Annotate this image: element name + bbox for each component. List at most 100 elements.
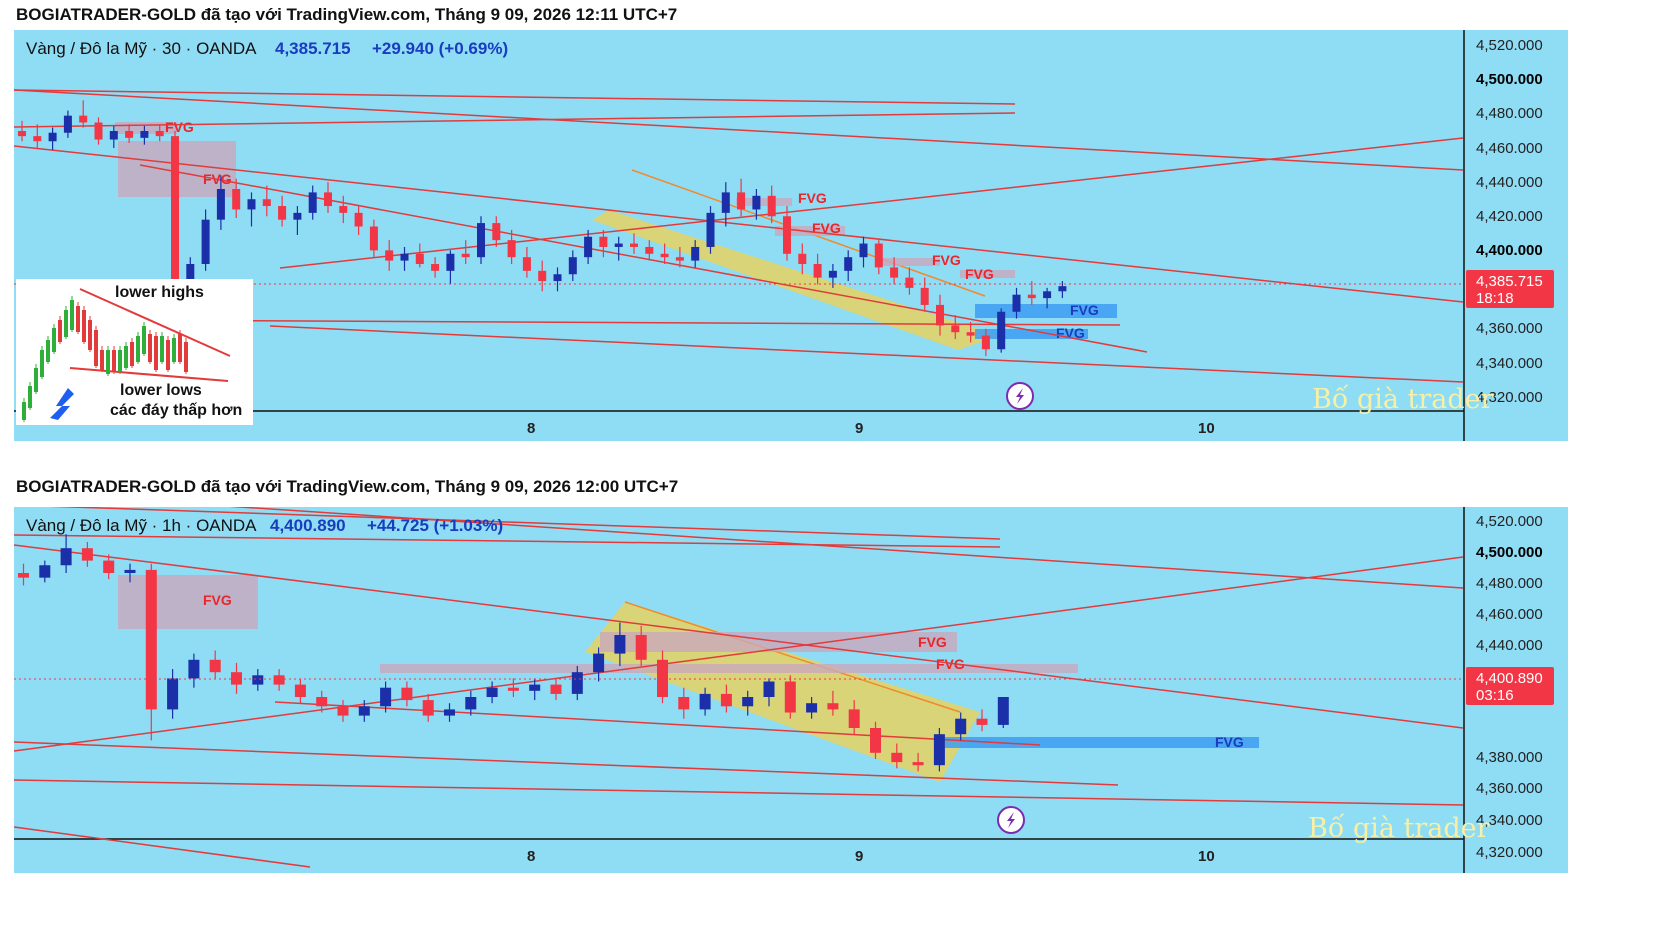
fvg-zone-blue xyxy=(975,329,1088,339)
trend-line xyxy=(13,826,311,868)
candle-body xyxy=(593,653,605,673)
candle-body xyxy=(997,697,1009,725)
candle-body xyxy=(354,212,363,227)
candle-body xyxy=(614,635,626,654)
y-tick-label: 4,400.000 xyxy=(1476,242,1543,259)
fvg-label: FVG xyxy=(1215,734,1244,750)
price-tag-value: 4,400.890 xyxy=(1476,670,1543,687)
inset-label-top: lower highs xyxy=(115,284,204,301)
candle-body xyxy=(103,560,115,573)
trend-line xyxy=(13,145,1464,303)
trend-line xyxy=(109,319,1121,326)
candle-body xyxy=(920,287,929,305)
trend-line xyxy=(269,325,1464,383)
candle-body xyxy=(553,274,562,282)
candle-body xyxy=(252,675,264,685)
candle-body xyxy=(232,188,241,210)
y-tick-label: 4,380.000 xyxy=(1476,749,1543,766)
candle-body xyxy=(422,700,434,716)
candle-body xyxy=(124,569,136,573)
candle-body xyxy=(477,223,485,258)
fvg-label: FVG xyxy=(932,252,961,268)
trend-line xyxy=(13,741,1119,786)
candle-body xyxy=(216,188,225,220)
price-tag-value: 4,385.715 xyxy=(1476,273,1543,290)
price-tag-countdown: 03:16 xyxy=(1476,687,1514,704)
fvg-label: FVG xyxy=(1070,302,1099,318)
y-tick-label: 4,340.000 xyxy=(1476,355,1543,372)
candle-body xyxy=(1043,291,1052,299)
y-tick-label: 4,520.000 xyxy=(1476,513,1543,530)
candle-body xyxy=(891,752,903,763)
x-tick-label: 9 xyxy=(855,848,863,865)
candle-body xyxy=(18,573,29,578)
candle-body xyxy=(630,243,638,247)
y-tick-label: 4,360.000 xyxy=(1476,780,1543,797)
fvg-label: FVG xyxy=(203,592,232,608)
x-tick-label: 8 xyxy=(527,420,535,437)
candle-body xyxy=(657,659,668,697)
descending-channel xyxy=(592,210,1000,350)
candle-body xyxy=(550,684,562,694)
candle-body xyxy=(125,131,134,138)
last-price: 4,400.890 xyxy=(270,516,346,535)
trend-line xyxy=(13,556,1464,752)
fvg-zone-blue xyxy=(975,304,1117,318)
candle-body xyxy=(675,257,684,261)
candle-body xyxy=(18,131,26,137)
candle-body xyxy=(844,257,853,271)
candle-body xyxy=(294,684,306,697)
x-tick-label: 10 xyxy=(1198,420,1215,437)
chart-area[interactable]: FVGFVGFVGFVGFVGFVGFVGFVG4,520.0004,500.0… xyxy=(0,30,1672,449)
candle-body xyxy=(522,257,531,271)
candle-body xyxy=(1058,286,1067,292)
candle-body xyxy=(976,718,988,725)
candle-body xyxy=(635,635,647,660)
fvg-zone-red xyxy=(880,258,940,266)
candle-body xyxy=(783,216,791,254)
y-tick-label: 4,480.000 xyxy=(1476,105,1543,122)
trend-line xyxy=(274,701,1041,746)
candle-body xyxy=(385,250,394,261)
candle-body xyxy=(431,264,440,271)
trend-line xyxy=(13,779,1464,806)
chart-header: BOGIATRADER-GOLD đã tạo với TradingView.… xyxy=(16,5,678,24)
candle-body xyxy=(400,253,409,261)
candle-body xyxy=(444,709,455,716)
candle-body xyxy=(369,226,378,251)
candle-body xyxy=(316,697,328,707)
channel-edge-line xyxy=(624,601,961,713)
trend-line xyxy=(229,507,1464,589)
fvg-label: FVG xyxy=(1056,325,1085,341)
candle-body xyxy=(33,136,42,142)
candle-body xyxy=(507,687,519,691)
candle-body xyxy=(966,332,975,336)
trend-line xyxy=(13,89,1464,171)
candle-body xyxy=(486,687,498,697)
candle-body xyxy=(752,195,761,210)
time-axis-background xyxy=(14,839,1568,873)
candle-body xyxy=(247,199,256,210)
time-axis-background xyxy=(14,411,1568,441)
y-tick-label: 4,460.000 xyxy=(1476,606,1543,623)
candle-body xyxy=(784,681,796,713)
candle-body xyxy=(859,243,868,258)
candle-body xyxy=(465,697,477,710)
candle-body xyxy=(813,264,822,278)
price-change: +29.940 (+0.69%) xyxy=(372,39,508,58)
candle-body xyxy=(262,199,271,207)
candle-body xyxy=(507,240,516,258)
candle-body xyxy=(81,548,93,561)
y-tick-label: 4,460.000 xyxy=(1476,140,1543,157)
chart-area[interactable]: FVGFVGFVGFVG4,520.0004,500.0004,480.0004… xyxy=(0,507,1672,897)
y-tick-label: 4,520.000 xyxy=(1476,37,1543,54)
candle-body xyxy=(538,270,547,282)
watermark: Bố già trader xyxy=(1312,384,1494,415)
fvg-zone-red xyxy=(380,664,1078,673)
candle-body xyxy=(171,136,179,292)
candle-body xyxy=(60,548,72,566)
candle-body xyxy=(721,192,730,213)
candle-body xyxy=(827,703,839,710)
candle-body xyxy=(874,243,883,268)
candle-body xyxy=(79,115,88,123)
